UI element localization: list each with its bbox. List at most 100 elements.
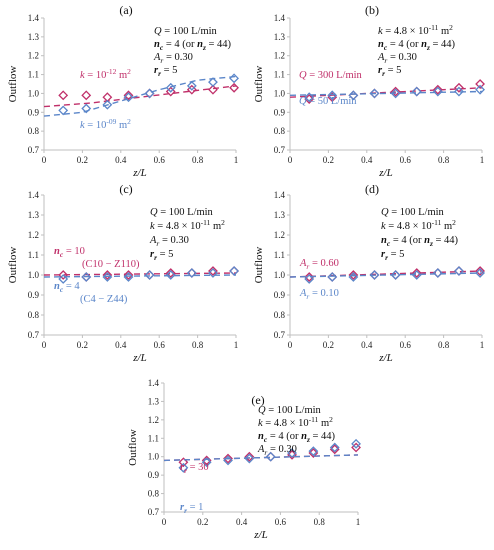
data-point <box>178 462 189 473</box>
x-tick-label: 0.8 <box>438 340 450 350</box>
series-label: k = 10-09​ m2​ <box>80 117 131 131</box>
x-tick-label: 0 <box>288 155 293 165</box>
series-label: nc​ = 4 <box>54 281 80 294</box>
x-tick-label: 0.8 <box>192 340 204 350</box>
data-point <box>208 84 218 95</box>
data-point <box>165 270 176 280</box>
x-axis-label: z/L <box>378 167 392 179</box>
y-tick-label: 0.8 <box>28 126 40 136</box>
data-point <box>102 272 113 282</box>
annotation-text: nc​ = 4 (or nz​ = 44) <box>378 39 456 52</box>
annotation-text: Ar​ = 0.30 <box>149 235 189 248</box>
y-tick-label: 0.8 <box>28 310 40 320</box>
y-tick-label: 1.1 <box>28 70 39 80</box>
data-point <box>369 270 380 280</box>
series-label: Q = 50 L/min <box>299 96 357 107</box>
x-tick-label: 0.2 <box>77 340 88 350</box>
series-label: (C10 − Z110) <box>82 259 140 270</box>
x-axis-label: z/L <box>378 352 392 364</box>
y-tick-label: 0.9 <box>28 107 40 117</box>
data-point <box>229 82 239 93</box>
x-tick-label: 0 <box>42 340 47 350</box>
data-point <box>165 268 176 278</box>
data-point <box>102 270 113 280</box>
data-point <box>304 274 315 284</box>
data-point <box>390 270 401 280</box>
y-tick-label: 1.4 <box>274 13 286 23</box>
y-tick-label: 1.4 <box>28 13 40 23</box>
data-point <box>411 270 422 280</box>
y-tick-label: 1.0 <box>274 270 286 280</box>
y-axis-label: Outflow <box>7 66 19 103</box>
data-point <box>178 457 189 468</box>
annotation-text: Q = 100 L/min <box>150 207 214 218</box>
data-point <box>123 270 134 280</box>
trend-line <box>43 274 237 278</box>
annotation-text: Ar​ = 0.30 <box>257 444 297 457</box>
data-point <box>58 105 69 116</box>
y-tick-label: 0.8 <box>148 489 160 499</box>
panel-label: (e) <box>251 393 264 407</box>
annotation-text: k = 4.8 × 10-11​ m2​ <box>258 415 333 429</box>
annotation-text: k = 4.8 × 10-11​ m2​ <box>378 23 453 37</box>
data-point <box>58 274 69 284</box>
data-point <box>229 266 239 276</box>
annotation-text: Ar​ = 0.30 <box>153 52 193 65</box>
data-point <box>144 270 155 280</box>
data-point <box>351 438 361 449</box>
annotation-text: Q = 100 L/min <box>154 26 218 37</box>
series-label: Ar​ = 0.10 <box>299 288 339 301</box>
y-tick-label: 0.7 <box>28 145 40 155</box>
x-tick-label: 0.6 <box>154 340 166 350</box>
series-label: rr​ = 30 <box>180 462 209 475</box>
annotation-text: nc​ = 4 (or nz​ = 44) <box>381 235 459 248</box>
y-axis-label: Outflow <box>253 66 265 103</box>
x-tick-label: 1 <box>234 155 239 165</box>
y-axis-label: Outflow <box>253 247 265 284</box>
panel-label: (a) <box>119 3 132 17</box>
x-tick-label: 1 <box>234 340 239 350</box>
trend-line <box>43 75 237 117</box>
y-tick-label: 1.3 <box>28 210 40 220</box>
data-point <box>186 80 197 91</box>
annotation-text: rr​ = 5 <box>154 65 177 78</box>
data-point <box>454 266 464 276</box>
x-axis-label: z/L <box>132 352 146 364</box>
panel-e: 0.7 0.8 0.9 1.0 1.1 1.2 1.3 1.4 0 0.2 0.4 0.6 0.8 1 Ou… <box>127 378 361 541</box>
data-point <box>81 90 92 101</box>
data-point <box>475 79 485 89</box>
data-point <box>244 453 255 464</box>
y-tick-label: 0.7 <box>274 330 286 340</box>
y-tick-label: 1.4 <box>274 190 286 200</box>
y-tick-label: 1.3 <box>274 210 286 220</box>
annotation-text: Ar​ = 0.30 <box>377 52 417 65</box>
y-tick-label: 1.2 <box>274 51 285 61</box>
data-point <box>165 82 176 93</box>
data-point <box>123 90 134 101</box>
annotation-text: rr​ = 5 <box>381 249 404 262</box>
trend-line <box>289 90 483 96</box>
annotation-text: rr​ = 5 <box>378 65 401 78</box>
y-tick-label: 0.7 <box>28 330 40 340</box>
x-tick-label: 0 <box>42 155 47 165</box>
data-point <box>229 266 239 276</box>
x-tick-label: 0.2 <box>323 155 334 165</box>
x-tick-label: 0.8 <box>438 155 450 165</box>
data-point <box>475 84 485 95</box>
y-tick-label: 0.9 <box>274 290 286 300</box>
series-label: rr​ = 1 <box>180 502 203 515</box>
y-tick-label: 0.7 <box>148 507 160 517</box>
y-tick-label: 1.1 <box>274 250 285 260</box>
annotation-text: nc​ = 4 (or nz​ = 44) <box>154 39 232 52</box>
data-point <box>327 272 338 282</box>
x-tick-label: 0.4 <box>236 517 248 527</box>
x-tick-label: 0.6 <box>400 340 412 350</box>
annotation-text: Q = 100 L/min <box>381 207 445 218</box>
data-point <box>208 266 218 276</box>
trend-line <box>43 272 237 276</box>
x-tick-label: 0.8 <box>314 517 326 527</box>
series-label: k = 10-12​ m2​ <box>80 67 131 81</box>
panel-label: (c) <box>119 182 132 196</box>
series-label: (C4 − Z44) <box>80 294 128 305</box>
data-point <box>265 451 276 462</box>
